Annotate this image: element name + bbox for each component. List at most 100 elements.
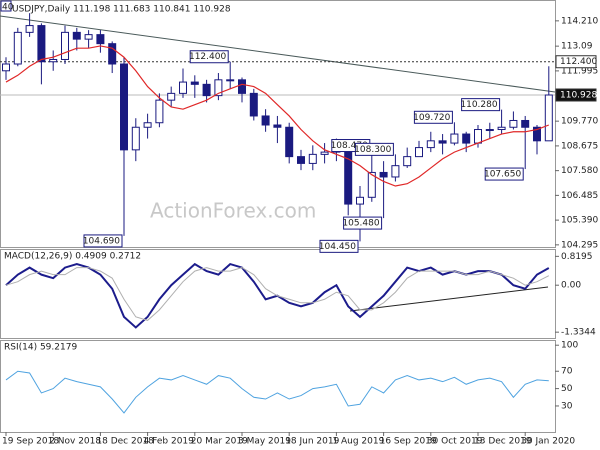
candle-body bbox=[320, 151, 329, 155]
moving-average bbox=[5, 45, 550, 187]
y-tick-label: 105.390 bbox=[561, 216, 598, 226]
x-tick-label: 30 Jan 2020 bbox=[521, 437, 575, 447]
candle-body bbox=[261, 115, 270, 126]
x-tick-label: 3 May 2019 bbox=[238, 437, 291, 447]
y-tick-label: 108.675 bbox=[561, 141, 598, 151]
y-tick-label: 109.770 bbox=[561, 117, 598, 127]
candle-body bbox=[2, 63, 10, 72]
y-tick-label: 111.995 bbox=[561, 66, 598, 76]
candle-body bbox=[297, 156, 305, 164]
chart-title: USDJPY,Daily 111.198 111.683 110.841 110… bbox=[12, 5, 231, 15]
x-tick-label: 19 Sep 2018 bbox=[2, 437, 59, 447]
candle-body bbox=[509, 119, 518, 128]
x-tick-label: 2 Nov 2018 bbox=[49, 437, 101, 447]
x-tick-label: 30 Oct 2019 bbox=[427, 437, 483, 447]
y-tick-label: 70 bbox=[561, 367, 573, 377]
candle-body bbox=[249, 92, 258, 117]
candle-body bbox=[285, 126, 294, 158]
x-tick-label: 18 Jun 2019 bbox=[285, 437, 339, 447]
candle-body bbox=[25, 25, 34, 33]
price-label: 104.450 bbox=[319, 242, 356, 252]
candle-body bbox=[226, 79, 235, 82]
candle-body bbox=[190, 81, 199, 85]
candle-body bbox=[308, 153, 317, 164]
candle-body bbox=[426, 140, 435, 149]
candle-body bbox=[13, 31, 22, 65]
indicator-line bbox=[5, 267, 550, 321]
macd-trend-line bbox=[349, 286, 549, 312]
candle-body bbox=[238, 79, 246, 94]
candle-body bbox=[544, 94, 553, 142]
y-tick-label: 100 bbox=[561, 341, 578, 351]
candle-body bbox=[179, 81, 187, 94]
x-tick-label: 16 Sep 2019 bbox=[380, 437, 437, 447]
macd-panel bbox=[0, 249, 556, 339]
x-tick-label: 1 Aug 2019 bbox=[332, 437, 384, 447]
macd-title: MACD(12,26,9) 0.4909 0.2712 bbox=[4, 252, 141, 262]
price-tag bbox=[555, 55, 597, 69]
candle-body bbox=[49, 58, 58, 63]
candle-body bbox=[167, 92, 176, 101]
candle-body bbox=[202, 83, 211, 97]
y-tick-label: 50 bbox=[561, 384, 573, 394]
y-tick-label: 104.295 bbox=[561, 240, 598, 250]
price-label: 109.720 bbox=[413, 113, 450, 123]
candle-body bbox=[61, 31, 69, 60]
corner-label: 40 bbox=[2, 3, 14, 13]
x-tick-label: 18 Dec 2018 bbox=[96, 437, 154, 447]
y-tick-label: 107.580 bbox=[561, 166, 598, 176]
candle-body bbox=[450, 133, 459, 144]
candle-body bbox=[403, 156, 412, 167]
indicator-line bbox=[5, 370, 549, 414]
candle-body bbox=[521, 119, 530, 128]
corner-box bbox=[0, 0, 12, 12]
candle-body bbox=[131, 126, 140, 151]
candle-body bbox=[485, 129, 494, 132]
candle-body bbox=[108, 43, 117, 65]
price-label-box bbox=[343, 216, 383, 230]
y-tick-label: 0.00 bbox=[561, 281, 581, 291]
candle-body bbox=[462, 133, 471, 144]
price-label-box bbox=[461, 98, 501, 112]
candle-body bbox=[474, 129, 482, 144]
candle-body bbox=[497, 126, 506, 131]
candle-body bbox=[37, 25, 46, 63]
price-label: 108.300 bbox=[354, 145, 391, 155]
candle-body bbox=[415, 147, 423, 158]
candle-body bbox=[120, 63, 128, 151]
x-tick-label: 4 Feb 2019 bbox=[144, 437, 195, 447]
price-tag-label: 110.928 bbox=[560, 90, 597, 100]
candle-body bbox=[273, 124, 282, 128]
price-tag-label: 112.400 bbox=[560, 57, 597, 67]
price-label-box bbox=[354, 142, 394, 156]
price-tag bbox=[555, 88, 597, 102]
candle-body bbox=[438, 140, 447, 144]
candle-body bbox=[72, 31, 81, 40]
y-tick-label: 113.09 bbox=[561, 42, 593, 52]
candle-body bbox=[379, 171, 388, 178]
y-tick-label: 0.8195 bbox=[561, 252, 593, 262]
candle-body bbox=[143, 122, 152, 128]
rsi-panel bbox=[0, 340, 556, 433]
candle-body bbox=[84, 34, 93, 40]
price-label: 108.470 bbox=[331, 141, 368, 151]
y-tick-label: 106.485 bbox=[561, 191, 598, 201]
candle-body bbox=[214, 79, 223, 97]
y-tick-label: 114.210 bbox=[561, 16, 598, 26]
candle-body bbox=[533, 126, 541, 142]
x-tick-label: 20 Mar 2019 bbox=[191, 437, 248, 447]
price-label: 105.480 bbox=[342, 219, 379, 229]
y-tick-label: -1.3344 bbox=[561, 328, 596, 338]
candle-body bbox=[96, 34, 105, 45]
price-label-box bbox=[319, 239, 359, 253]
trend-line bbox=[0, 15, 556, 93]
price-label-box bbox=[484, 167, 524, 181]
price-label: 110.280 bbox=[460, 100, 497, 110]
price-label: 112.400 bbox=[189, 52, 226, 62]
price-label: 104.690 bbox=[83, 236, 120, 246]
y-tick-label: 30 bbox=[561, 401, 573, 411]
price-label-box bbox=[413, 110, 453, 124]
candle-body bbox=[356, 196, 364, 205]
